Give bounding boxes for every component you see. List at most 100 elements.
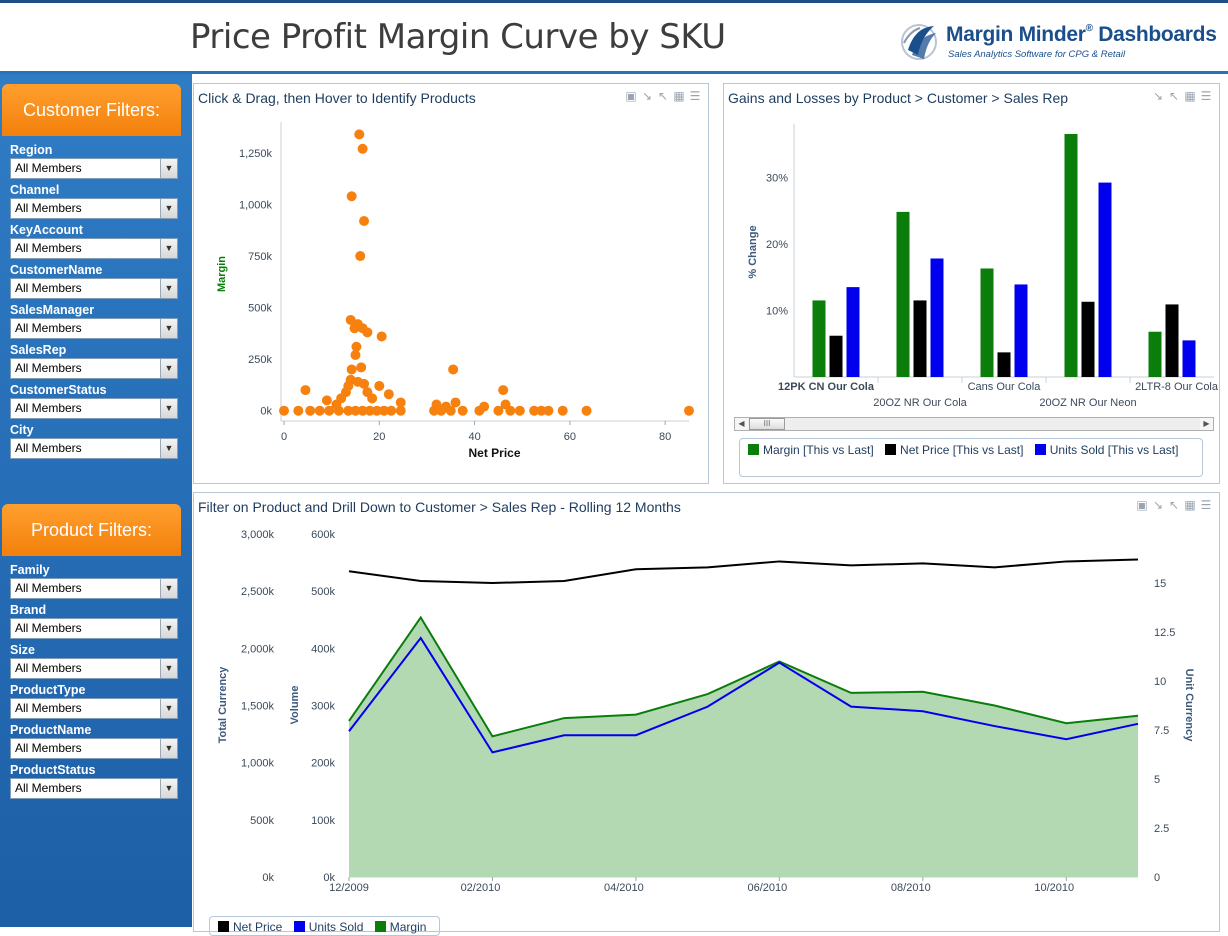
scatter-point	[354, 129, 365, 140]
export-icon[interactable]: ▣	[1136, 498, 1148, 512]
chevron-down-icon[interactable]: ▼	[160, 579, 177, 598]
scatter-point	[355, 251, 366, 262]
category-label: 20OZ NR Our Neon	[1039, 397, 1136, 409]
chevron-down-icon[interactable]: ▼	[160, 199, 177, 218]
chevron-down-icon[interactable]: ▼	[160, 319, 177, 338]
productstatus-select[interactable]: All Members ▼	[10, 778, 178, 799]
trend-panel: 0k 500k 1,000k 1,500k 2,000k 2,500k 3,000k 0k 10…	[193, 492, 1221, 936]
filter-label: Region	[10, 143, 53, 157]
x-tick-label: 12/2009	[329, 882, 369, 894]
legend-item-net-price[interactable]: Net Price [This vs Last]	[885, 442, 1023, 458]
filter-productname: ProductName All Members ▼	[10, 722, 178, 762]
filter-region: Region All Members ▼	[10, 142, 178, 182]
y-tick-label: 15	[1154, 578, 1166, 590]
collapse-icon[interactable]: ↘	[641, 89, 653, 103]
bar	[1014, 284, 1028, 377]
scatter-point	[371, 405, 382, 416]
scatter-point	[450, 397, 461, 408]
scatter-point	[362, 327, 373, 338]
y-tick-label: 2,000k	[241, 643, 275, 655]
menu-icon[interactable]: ☰	[1200, 498, 1212, 512]
bar-chart[interactable]: 10% 20% 30% % Change 12PK CN Our Cola 20OZ NR…	[724, 84, 1221, 414]
collapse-icon[interactable]: ↘	[1152, 89, 1164, 103]
collapse-icon[interactable]: ↘	[1152, 498, 1164, 512]
chevron-down-icon[interactable]: ▼	[160, 619, 177, 638]
scatter-point	[357, 143, 368, 154]
chevron-down-icon[interactable]: ▼	[160, 659, 177, 678]
legend-item-margin[interactable]: Margin [This vs Last]	[748, 442, 874, 458]
scatter-point	[364, 405, 375, 416]
scroll-right-icon[interactable]: ▶	[1200, 418, 1213, 430]
filter-label: Channel	[10, 183, 60, 197]
expand-icon[interactable]: ↖	[657, 89, 669, 103]
margin-line	[348, 615, 1139, 738]
chevron-down-icon[interactable]: ▼	[160, 779, 177, 798]
trend-chart[interactable]: 0k 500k 1,000k 1,500k 2,000k 2,500k 3,000k 0k 10…	[194, 493, 1221, 913]
menu-icon[interactable]: ☰	[1200, 89, 1212, 103]
top-rule	[0, 0, 1228, 3]
grid-icon[interactable]: ▦	[1184, 89, 1196, 103]
chevron-down-icon[interactable]: ▼	[160, 159, 177, 178]
net-price-line	[348, 558, 1139, 585]
chevron-down-icon[interactable]: ▼	[160, 739, 177, 758]
chevron-down-icon[interactable]: ▼	[160, 399, 177, 418]
scatter-point	[445, 405, 456, 416]
channel-select[interactable]: All Members ▼	[10, 198, 178, 219]
chevron-down-icon[interactable]: ▼	[160, 439, 177, 458]
expand-icon[interactable]: ↖	[1168, 89, 1180, 103]
scatter-chart[interactable]: 0k 250k 500k 750k 1,000k 1,250k 0 20 40 60 80 Net P…	[194, 84, 710, 485]
x-tick-label: 10/2010	[1034, 882, 1074, 894]
chevron-down-icon[interactable]: ▼	[160, 239, 177, 258]
menu-icon[interactable]: ☰	[689, 89, 701, 103]
grid-icon[interactable]: ▦	[673, 89, 685, 103]
legend-item-margin[interactable]: Margin	[374, 919, 426, 935]
filter-label: ProductName	[10, 723, 92, 737]
filter-label: KeyAccount	[10, 223, 83, 237]
y-axis-title: Unit Currency	[1183, 669, 1195, 743]
chevron-down-icon[interactable]: ▼	[160, 699, 177, 718]
scatter-point	[529, 405, 540, 416]
city-select[interactable]: All Members ▼	[10, 438, 178, 459]
chevron-down-icon[interactable]: ▼	[160, 359, 177, 378]
customer-filters: Region All Members ▼ Channel All Members ▼…	[10, 142, 178, 462]
scatter-point	[293, 405, 304, 416]
y-axis-title: Volume	[289, 686, 301, 725]
region-select[interactable]: All Members ▼	[10, 158, 178, 179]
category-label: 20OZ NR Our Cola	[873, 397, 967, 409]
scatter-point	[324, 405, 335, 416]
producttype-select[interactable]: All Members ▼	[10, 698, 178, 719]
chart-scrollbar[interactable]: ◀ III ▶	[734, 417, 1214, 431]
grid-icon[interactable]: ▦	[1184, 498, 1196, 512]
family-select[interactable]: All Members ▼	[10, 578, 178, 599]
legend-item-units-sold[interactable]: Units Sold	[293, 919, 363, 935]
scroll-thumb[interactable]: III	[749, 418, 785, 430]
keyaccount-select[interactable]: All Members ▼	[10, 238, 178, 259]
scatter-point	[557, 405, 568, 416]
brand-logo[interactable]: Margin Minder® Dashboards Sales Analytic…	[900, 21, 1220, 65]
salesmanager-select[interactable]: All Members ▼	[10, 318, 178, 339]
expand-icon[interactable]: ↖	[1168, 498, 1180, 512]
x-tick-label: 60	[564, 431, 576, 443]
y-tick-label: 500k	[248, 303, 272, 315]
scroll-left-icon[interactable]: ◀	[735, 418, 748, 430]
filter-salesmanager: SalesManager All Members ▼	[10, 302, 178, 342]
customername-select[interactable]: All Members ▼	[10, 278, 178, 299]
brand-select[interactable]: All Members ▼	[10, 618, 178, 639]
scatter-point	[376, 331, 387, 342]
scatter-point	[333, 405, 344, 416]
export-icon[interactable]: ▣	[625, 89, 637, 103]
scatter-point	[300, 385, 311, 396]
y-axis-title: % Change	[747, 225, 759, 278]
legend-item-units-sold[interactable]: Units Sold [This vs Last]	[1034, 442, 1178, 458]
scatter-point	[684, 405, 694, 416]
legend-item-net-price[interactable]: Net Price	[218, 919, 282, 935]
x-tick-label: 08/2010	[891, 882, 931, 894]
legend-swatch	[885, 444, 897, 455]
filter-channel: Channel All Members ▼	[10, 182, 178, 222]
y-tick-label: 7.5	[1154, 725, 1169, 737]
customerstatus-select[interactable]: All Members ▼	[10, 398, 178, 419]
salesrep-select[interactable]: All Members ▼	[10, 358, 178, 379]
productname-select[interactable]: All Members ▼	[10, 738, 178, 759]
chevron-down-icon[interactable]: ▼	[160, 279, 177, 298]
size-select[interactable]: All Members ▼	[10, 658, 178, 679]
